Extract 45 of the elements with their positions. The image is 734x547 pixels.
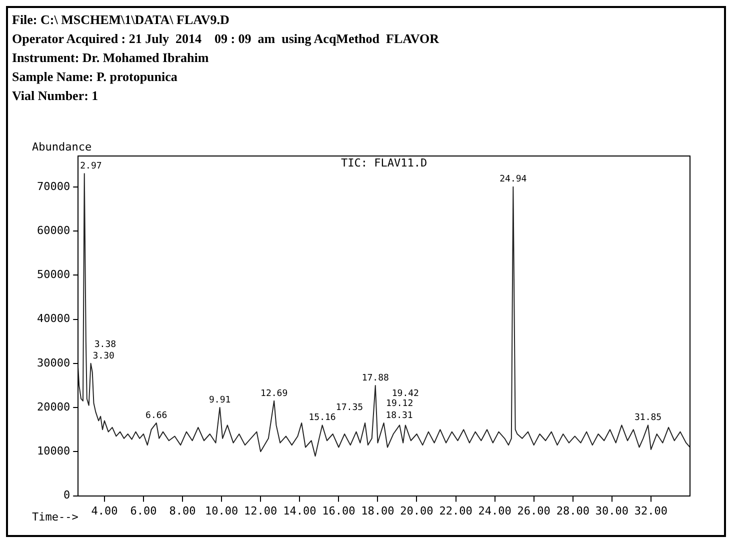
annotation: 31.85: [634, 413, 662, 424]
x-tick-label: 14.00: [283, 504, 316, 518]
x-tick-label: 6.00: [130, 504, 157, 518]
x-tick-label: 12.00: [244, 504, 278, 518]
annotation: 3.30: [92, 351, 114, 362]
y-axis-title: Abundance: [32, 140, 92, 154]
y-tick-label: 40000: [36, 312, 70, 326]
x-tick-label: 28.00: [556, 504, 590, 518]
x-tick-label: 26.00: [517, 504, 550, 518]
x-tick-label: 30.00: [595, 504, 628, 518]
y-tick-label: 20000: [36, 400, 70, 414]
x-tick-label: 24.00: [478, 504, 512, 518]
y-tick-label: 10000: [36, 444, 70, 458]
annotation: 18.31: [386, 410, 413, 421]
x-tick-label: 20.00: [400, 504, 434, 518]
x-tick-label: 8.00: [169, 504, 196, 518]
y-tick-label: 30000: [36, 356, 70, 370]
y-tick-label: 50000: [36, 268, 70, 282]
x-tick-label: 10.00: [205, 504, 238, 518]
annotation: 19.12: [386, 399, 414, 410]
x-tick-label: 22.00: [439, 504, 472, 518]
annotation: 19.42: [392, 389, 419, 400]
annotation: 3.38: [94, 340, 116, 350]
text: Instrument: Dr. Mohamed Ibrahim: [12, 49, 210, 67]
x-tick-label: 18.00: [361, 504, 394, 518]
text: File: C:\ MSCHEM\1\DATA\ FLAV9.D: [12, 11, 230, 29]
text: Operator Acquired : 21 July 2014 09 : 09 am using AcqMethod FLAVOR: [12, 30, 439, 48]
annotation: 12.69: [260, 388, 288, 399]
y-tick-label: 70000: [36, 180, 70, 193]
annotation: 15.16: [308, 413, 336, 424]
text: Sample Name: P. protopunica: [12, 68, 178, 86]
chart-title: TIC: FLAV11.D: [341, 156, 428, 170]
annotation: 17.88: [362, 373, 389, 384]
x-tick-label: 16.00: [322, 504, 356, 518]
x-tick-label: 4.00: [91, 504, 118, 518]
text: Vial Number: 1: [12, 87, 100, 105]
annotation: 6.66: [146, 410, 168, 421]
x-axis-title: Time-->: [32, 510, 79, 524]
x-tick-label: 32.00: [634, 504, 668, 518]
annotation: 24.94: [500, 174, 527, 185]
annotation: 17.35: [336, 402, 364, 413]
y-tick-label: 60000: [36, 224, 70, 237]
y-tick-label: 0: [63, 488, 70, 502]
annotation: 9.91: [208, 395, 231, 406]
annotation: 2.97: [80, 161, 102, 172]
